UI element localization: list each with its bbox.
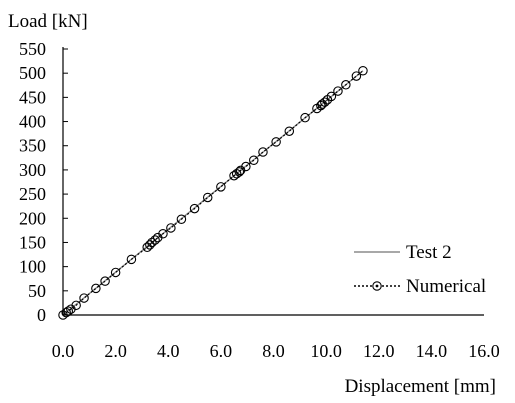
- y-tick-label: 100: [19, 257, 46, 277]
- y-axis-label: Load [kN]: [8, 11, 88, 32]
- y-tick-label: 250: [19, 184, 46, 204]
- series-numerical-point: [158, 228, 168, 239]
- y-tick-label: 400: [19, 112, 46, 132]
- y-tick-label: 300: [19, 160, 46, 180]
- series-numerical-point: [79, 293, 89, 303]
- series-numerical-point: [358, 66, 368, 76]
- series-numerical-point: [150, 235, 160, 245]
- series-numerical-point: [258, 147, 268, 157]
- series-numerical-point: [176, 214, 187, 224]
- x-axis-title: Displacement [mm]: [345, 376, 496, 397]
- series-numerical-point: [145, 240, 155, 250]
- x-tick-label: 4.0: [157, 341, 180, 361]
- y-tick-label: 550: [19, 39, 46, 59]
- y-tick-label: 0: [37, 305, 46, 325]
- series-numerical-point: [300, 112, 310, 123]
- series-numerical-point: [320, 97, 330, 107]
- series-numerical-point: [126, 254, 137, 265]
- legend: Test 2 Numerical: [354, 242, 486, 297]
- series-numerical-point: [91, 283, 101, 294]
- legend-test-2-label: Test 2: [406, 242, 452, 263]
- series-numerical-point: [284, 126, 295, 136]
- plot-area: [58, 66, 368, 320]
- series-numerical-point: [61, 307, 71, 318]
- series-numerical-point: [241, 161, 251, 172]
- x-tick-label: 10.0: [310, 341, 342, 361]
- series-numerical-point: [326, 91, 337, 102]
- series-numerical-point: [147, 237, 157, 248]
- x-axis-label: Displacement [mm]: [345, 376, 496, 397]
- y-tick-label: 500: [19, 63, 46, 83]
- x-tick-label: 14.0: [416, 341, 448, 361]
- x-tick-label: 6.0: [210, 341, 233, 361]
- series-numerical-point: [333, 86, 343, 96]
- x-tick-label: 12.0: [363, 341, 395, 361]
- series-numerical-point: [189, 203, 200, 214]
- legend-numerical-swatch-dot: [375, 284, 379, 288]
- x-tick-label: 8.0: [262, 341, 285, 361]
- series-numerical-point: [63, 306, 74, 316]
- series-numerical-point: [166, 223, 176, 233]
- series-numerical-point: [351, 71, 362, 81]
- series-numerical-point: [71, 300, 81, 311]
- y-tick-label: 50: [28, 281, 46, 301]
- x-tick-label: 2.0: [104, 341, 127, 361]
- x-tick-label: 16.0: [468, 341, 500, 361]
- x-axis-ticks: 0.0 2.0 4.0 6.0 8.0 10.0 12.0 14.0 16.0: [52, 341, 500, 361]
- series-numerical-point: [110, 267, 121, 278]
- y-tick-label: 150: [19, 232, 46, 252]
- series-numerical-point: [216, 182, 226, 192]
- series-numerical-point: [142, 242, 152, 253]
- y-tick-label: 200: [19, 208, 46, 228]
- series-numerical-point: [202, 192, 213, 203]
- series-numerical-point: [249, 155, 259, 165]
- series-numerical-point: [234, 167, 245, 177]
- y-axis-title: Load [kN]: [8, 11, 88, 32]
- x-tick-label: 0.0: [52, 341, 75, 361]
- y-tick-label: 350: [19, 136, 46, 156]
- series-numerical-point: [100, 276, 110, 286]
- y-axis-ticks: 0 50 100 150 200 250 300 350 400 450 500 550: [19, 39, 68, 325]
- y-tick-label: 450: [19, 87, 46, 107]
- legend-numerical-label: Numerical: [406, 276, 486, 297]
- series-numerical-point: [271, 137, 281, 147]
- series-numerical-point: [341, 80, 351, 90]
